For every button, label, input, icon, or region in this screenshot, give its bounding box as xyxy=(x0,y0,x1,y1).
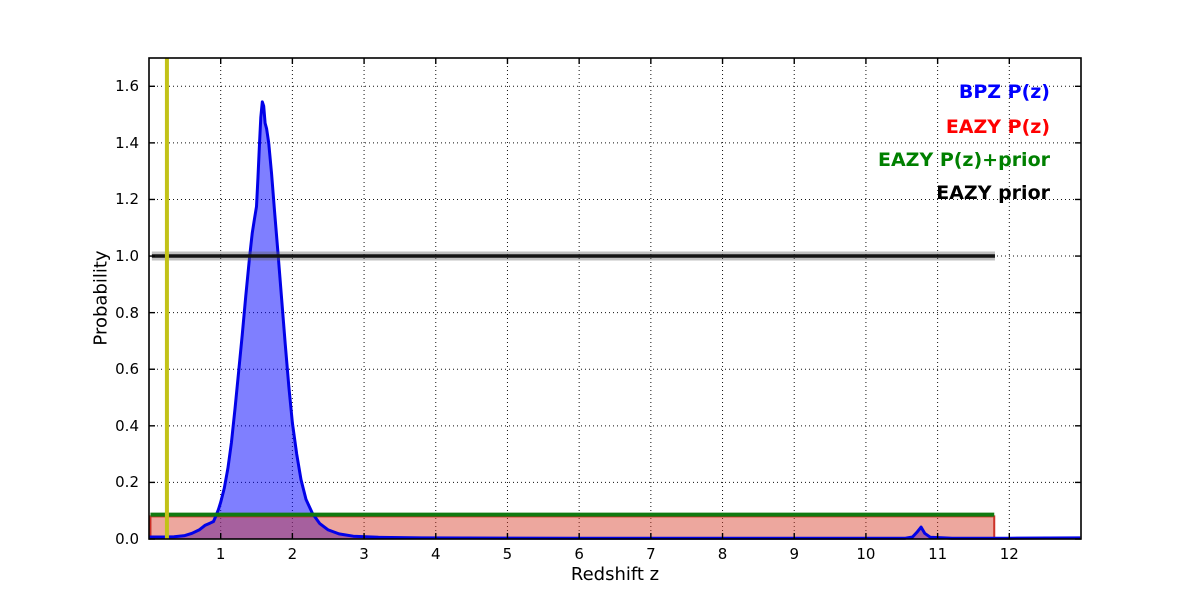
y-tick-label: 0.8 xyxy=(115,303,139,322)
axes-spines xyxy=(148,57,1082,540)
y-tick-label: 1.2 xyxy=(115,190,139,209)
x-tick-label: 1 xyxy=(215,545,226,563)
y-tick-label: 1.6 xyxy=(115,77,139,96)
x-tick-label: 10 xyxy=(856,545,876,563)
legend-entry-eazy-prior: EAZY prior xyxy=(936,182,1050,204)
x-tick-label: 2 xyxy=(287,545,298,563)
x-tick-label: 11 xyxy=(928,545,948,563)
y-tick-label: 1.4 xyxy=(115,133,139,152)
y-tick-label: 0.0 xyxy=(115,530,139,548)
y-tick-label: 0.6 xyxy=(115,360,139,379)
y-tick-label: 0.2 xyxy=(115,473,139,492)
x-tick-label: 6 xyxy=(574,545,584,563)
x-tick-label: 8 xyxy=(717,545,728,563)
legend-entry-eazy-pz: EAZY P(z) xyxy=(945,116,1050,138)
legend-entry-bpz-pz: BPZ P(z) xyxy=(958,81,1050,103)
legend-entry-eazy-pz-prior: EAZY P(z)+prior xyxy=(877,149,1050,171)
x-tick-label: 7 xyxy=(646,545,656,563)
x-axis-label: Redshift z xyxy=(570,564,660,585)
x-tick-label: 9 xyxy=(789,545,799,563)
eazy-pz-fill xyxy=(150,516,995,539)
y-tick-label: 0.4 xyxy=(115,416,139,435)
bpz-pz-fill xyxy=(149,101,1081,540)
x-tick-label: 3 xyxy=(359,545,369,563)
y-axis-label: Probability xyxy=(90,250,112,346)
x-tick-label: 12 xyxy=(999,545,1019,563)
y-tick-label: 1.0 xyxy=(115,247,139,266)
x-tick-label: 5 xyxy=(502,545,513,563)
x-tick-label: 4 xyxy=(430,545,441,563)
